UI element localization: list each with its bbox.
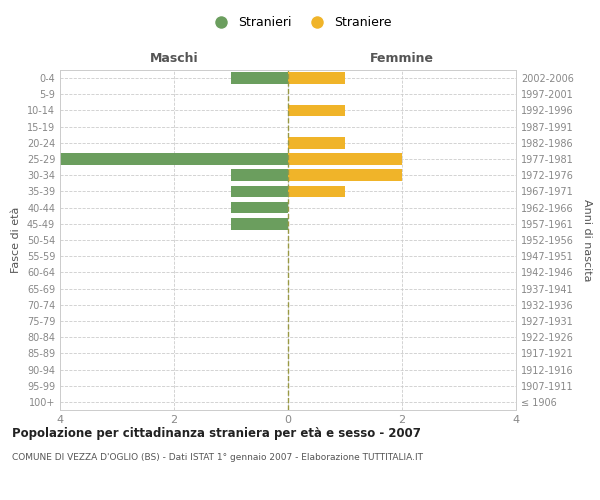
- Y-axis label: Anni di nascita: Anni di nascita: [582, 198, 592, 281]
- Bar: [288, 186, 345, 198]
- Bar: [288, 72, 345, 84]
- Bar: [288, 170, 402, 181]
- Text: Maschi: Maschi: [149, 52, 199, 65]
- Text: COMUNE DI VEZZA D'OGLIO (BS) - Dati ISTAT 1° gennaio 2007 - Elaborazione TUTTITA: COMUNE DI VEZZA D'OGLIO (BS) - Dati ISTA…: [12, 452, 423, 462]
- Text: Femmine: Femmine: [370, 52, 434, 65]
- Bar: [288, 153, 402, 165]
- Text: Popolazione per cittadinanza straniera per età e sesso - 2007: Popolazione per cittadinanza straniera p…: [12, 428, 421, 440]
- Legend: Stranieri, Straniere: Stranieri, Straniere: [203, 11, 397, 34]
- Bar: [231, 186, 288, 198]
- Bar: [288, 104, 345, 117]
- Bar: [60, 153, 288, 165]
- Bar: [231, 170, 288, 181]
- Y-axis label: Fasce di età: Fasce di età: [11, 207, 21, 273]
- Bar: [288, 137, 345, 148]
- Bar: [231, 72, 288, 84]
- Bar: [231, 202, 288, 213]
- Bar: [231, 218, 288, 230]
